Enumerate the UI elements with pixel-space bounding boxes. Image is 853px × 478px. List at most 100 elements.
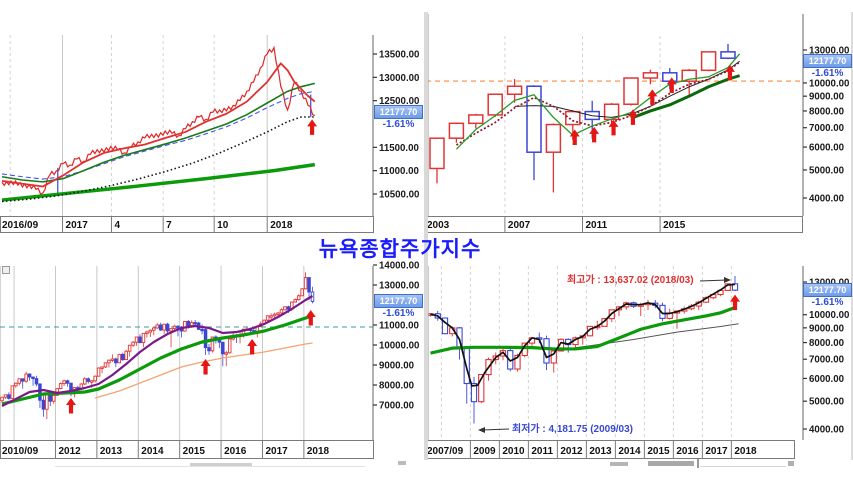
- clipped-text-fragment: [398, 461, 406, 465]
- x-axis-label: 2012: [560, 446, 583, 457]
- panel-splitter[interactable]: [424, 12, 428, 460]
- candle: [429, 137, 445, 170]
- quarterly-chart-panel[interactable]: [428, 266, 803, 440]
- candle: [0, 396, 4, 402]
- y-axis-tick-label: 13000.00: [809, 46, 849, 57]
- candle: [720, 51, 736, 59]
- x-axis-label: 7: [166, 220, 172, 231]
- candle: [172, 325, 177, 330]
- candle: [224, 352, 228, 355]
- y-axis-tick-label: 11000.00: [379, 166, 419, 177]
- daily-chart-panel[interactable]: [0, 0, 373, 216]
- y-axis-tick-label: 9000.00: [809, 323, 844, 334]
- candle: [700, 51, 717, 72]
- candle: [162, 323, 166, 331]
- price-black-line: [430, 283, 736, 387]
- candle: [100, 366, 104, 369]
- y-axis-tick-label: 9000.00: [379, 361, 414, 372]
- candle: [286, 306, 291, 310]
- candle: [114, 358, 118, 364]
- y-axis-tick-label: 13500.00: [379, 50, 419, 61]
- y-axis-tick-label: 10000.00: [809, 78, 849, 89]
- ma-thick-green: [430, 305, 736, 355]
- candle: [103, 362, 108, 368]
- candle: [27, 373, 32, 378]
- y-axis-tick-label: 7000.00: [809, 355, 844, 366]
- current-price-value: 12177.70: [803, 283, 852, 297]
- current-price-label-monthly: 12177.70 -1.61%: [374, 294, 423, 320]
- candle: [210, 336, 215, 352]
- candle: [681, 69, 697, 82]
- yearly-chart-panel[interactable]: [428, 0, 803, 216]
- candle: [152, 327, 156, 331]
- candle: [731, 283, 739, 291]
- clipped-text-fragment: [610, 462, 628, 466]
- y-axis-tick-label: 7000.00: [379, 401, 414, 412]
- x-axis-label: 2007: [508, 220, 531, 231]
- candle: [96, 367, 101, 377]
- page-title: 뉴욕종합주가지수: [318, 238, 482, 261]
- candle: [41, 399, 46, 410]
- chart-tool-icon[interactable]: [2, 266, 10, 274]
- change-percent-label: -1.61%: [382, 119, 415, 130]
- monthly-chart-panel[interactable]: [0, 266, 373, 440]
- candle: [38, 383, 42, 401]
- candle: [31, 376, 35, 380]
- candle: [283, 306, 287, 311]
- ma-long-thick-green: [1, 162, 316, 202]
- y-axis-tick-label: 8000.00: [809, 106, 844, 117]
- x-axis-label: 2009: [473, 446, 496, 457]
- candle: [89, 380, 94, 383]
- candle: [158, 324, 163, 331]
- y-axis-tick-label: 14000.00: [379, 261, 419, 272]
- candle: [145, 331, 149, 334]
- x-axis-label: 2016/09: [2, 220, 39, 231]
- candle: [131, 341, 135, 346]
- y-axis-tick-label: 8000.00: [379, 381, 414, 392]
- current-price-value: 12177.70: [374, 294, 423, 308]
- candle: [107, 359, 111, 364]
- current-price-label-quarterly: 12177.70 -1.61%: [803, 283, 852, 309]
- candle: [303, 277, 308, 290]
- candle: [120, 353, 125, 361]
- annotation-arrow: [724, 277, 731, 283]
- candle: [3, 394, 8, 398]
- candle: [441, 317, 449, 335]
- y-axis-tick-label: 10500.00: [379, 190, 419, 201]
- x-axis-label: 2016: [224, 446, 247, 457]
- ma-black-dotted: [1, 116, 315, 203]
- candle: [93, 375, 97, 382]
- x-axis-label: 2011: [586, 220, 608, 231]
- up-arrow-marker: [666, 77, 677, 93]
- up-arrow-marker: [66, 398, 76, 414]
- x-axis-label: 2017: [265, 446, 288, 457]
- candle: [17, 378, 22, 384]
- clipped-text-fragment: [648, 461, 694, 466]
- x-axis-label: 2014: [618, 446, 641, 457]
- low-price-annotation: 최저가 : 4,181.75 (2009/03): [512, 424, 633, 435]
- x-axis-label: 2013: [100, 446, 123, 457]
- candle: [293, 299, 298, 303]
- candle: [203, 329, 208, 349]
- x-axis-label: 2017: [705, 446, 728, 457]
- x-axis-label: 2010/09: [2, 446, 39, 457]
- candle: [276, 312, 280, 315]
- high-price-annotation: 최고가 : 13,637.02 (2018/03): [567, 275, 694, 286]
- up-arrow-marker: [647, 89, 658, 105]
- candle: [165, 323, 170, 332]
- clipped-text-fragment: [788, 461, 794, 466]
- candle: [186, 320, 191, 327]
- monthly-candle-chart: 14000.00 13000.00 11000.00 10000.00 9000.00 8…: [0, 261, 419, 459]
- candle: [265, 315, 270, 321]
- x-axis-label: 2014: [141, 446, 164, 457]
- candle: [83, 378, 87, 385]
- candle: [478, 374, 485, 403]
- candle: [169, 328, 173, 332]
- candle: [62, 380, 66, 385]
- y-axis-tick-label: 12500.00: [379, 96, 419, 107]
- clipped-text-fragment: [55, 466, 365, 467]
- x-axis-label: 2015: [663, 220, 686, 231]
- clipped-text-fragment: [697, 459, 699, 468]
- candle: [642, 72, 659, 79]
